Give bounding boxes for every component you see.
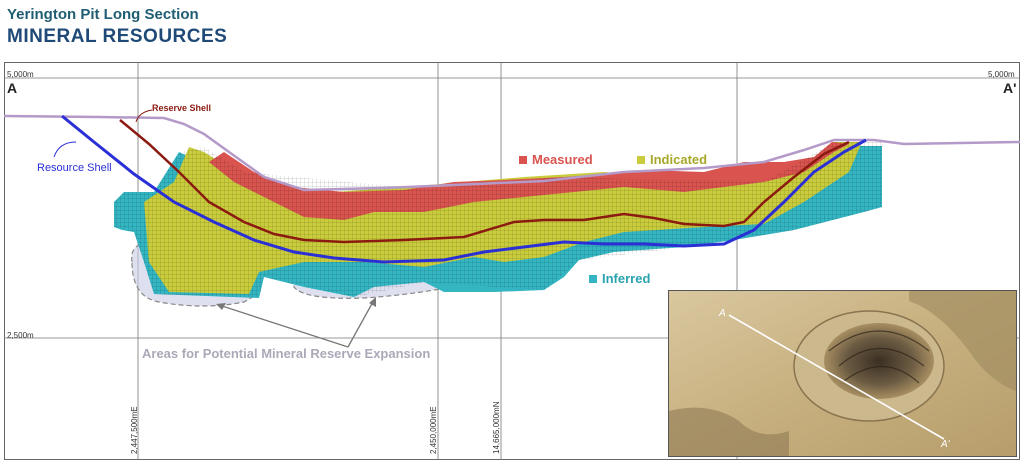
resource-shell-pointer xyxy=(53,141,77,158)
inferred-swatch-icon xyxy=(589,274,597,283)
elevation-label-top-left: 5,000m xyxy=(7,70,34,79)
expansion-pointer-right xyxy=(347,299,375,348)
section-label-a-prime: A' xyxy=(1003,80,1017,96)
elevation-label-top-right: 5,000m xyxy=(988,70,1015,79)
legend-measured: Measured xyxy=(519,152,593,167)
inset-terrain: A A' xyxy=(669,291,1016,456)
reserve-shell-pointer xyxy=(135,109,153,123)
reserve-shell-label: Reserve Shell xyxy=(152,103,212,113)
coord-label-3: 14,665,000mN xyxy=(492,401,501,454)
section-label-a: A xyxy=(7,80,18,96)
inset-ridge xyxy=(909,291,1016,391)
legend-inferred-label: Inferred xyxy=(602,271,651,286)
long-section-diagram xyxy=(4,62,1020,460)
legend-indicated: Indicated xyxy=(637,152,707,167)
inset-hills xyxy=(669,407,789,456)
legend-inferred: Inferred xyxy=(589,271,650,286)
expansion-arrowhead-right xyxy=(369,297,376,307)
resource-shell-line xyxy=(61,114,867,264)
inset-pit-benches xyxy=(828,330,930,384)
topography-line xyxy=(4,114,1020,192)
page-subtitle: MINERAL RESOURCES xyxy=(7,26,228,47)
coord-label-2: 2,450,000mE xyxy=(429,406,438,454)
inset-location-map: A A' xyxy=(668,290,1017,457)
inset-pit xyxy=(824,323,934,399)
inset-label-a-prime: A' xyxy=(940,439,951,450)
page-title: Yerington Pit Long Section xyxy=(7,6,199,23)
reserve-shell-line xyxy=(119,119,850,244)
block-grid-overlay xyxy=(114,142,882,298)
expansion-pointer-left xyxy=(218,304,349,348)
measured-swatch-icon xyxy=(519,155,527,164)
coord-label-1: 2,447,500mE xyxy=(130,406,139,454)
inset-section-line xyxy=(728,314,945,440)
expansion-arrowhead-left xyxy=(216,303,226,310)
indicated-swatch-icon xyxy=(637,155,645,164)
inset-label-a: A xyxy=(718,308,726,319)
legend-indicated-label: Indicated xyxy=(650,152,708,167)
expansion-areas-label: Areas for Potential Mineral Reserve Expa… xyxy=(142,346,431,361)
resource-shell-label: Resource Shell xyxy=(37,162,112,174)
legend-measured-label: Measured xyxy=(532,152,593,167)
elevation-label-mid-left: 2,500m xyxy=(7,331,34,340)
